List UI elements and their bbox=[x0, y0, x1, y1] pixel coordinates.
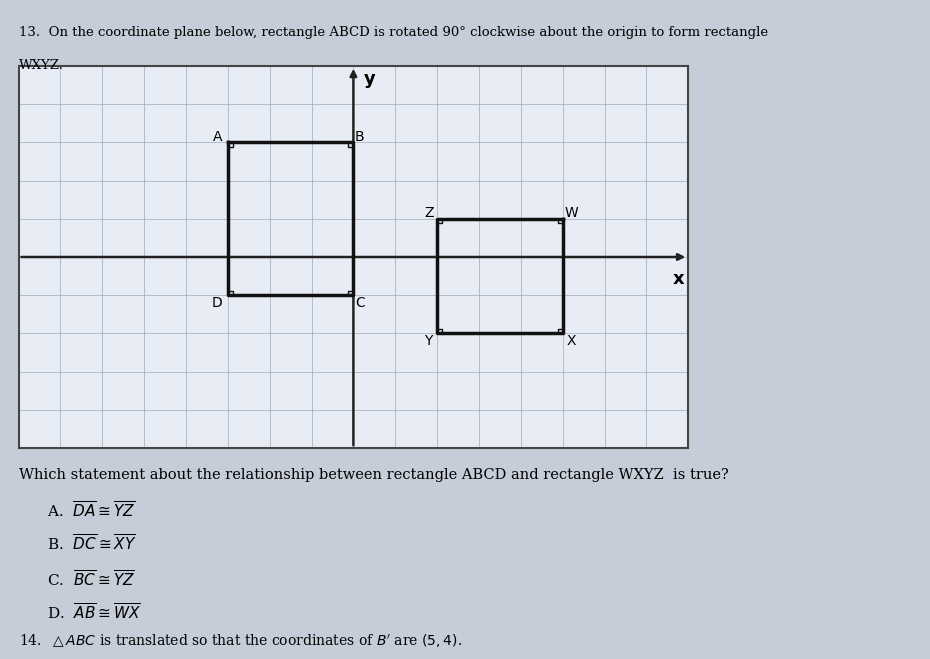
Text: Y: Y bbox=[424, 334, 433, 348]
Text: y: y bbox=[364, 70, 376, 88]
Text: C: C bbox=[355, 296, 365, 310]
Text: A.  $\overline{DA} \cong \overline{YZ}$: A. $\overline{DA} \cong \overline{YZ}$ bbox=[46, 501, 135, 521]
Text: B.  $\overline{DC} \cong \overline{XY}$: B. $\overline{DC} \cong \overline{XY}$ bbox=[46, 534, 136, 554]
Text: W: W bbox=[565, 206, 578, 220]
Text: Z: Z bbox=[424, 206, 433, 220]
Text: D: D bbox=[212, 296, 223, 310]
Text: B: B bbox=[355, 130, 365, 144]
Text: C.  $\overline{BC} \cong \overline{YZ}$: C. $\overline{BC} \cong \overline{YZ}$ bbox=[46, 570, 135, 590]
Text: 13.  On the coordinate plane below, rectangle ABCD is rotated 90° clockwise abou: 13. On the coordinate plane below, recta… bbox=[19, 26, 768, 40]
Text: WXYZ.: WXYZ. bbox=[19, 59, 63, 72]
Text: D.  $\overline{AB} \cong \overline{WX}$: D. $\overline{AB} \cong \overline{WX}$ bbox=[46, 603, 140, 623]
Text: x: x bbox=[672, 270, 684, 289]
Text: Which statement about the relationship between rectangle ABCD and rectangle WXYZ: Which statement about the relationship b… bbox=[19, 468, 728, 482]
Text: X: X bbox=[566, 334, 576, 348]
Text: A: A bbox=[213, 130, 222, 144]
Text: 14.  $\triangle ABC$ is translated so that the coordinates of $B'$ are $(5, 4)$.: 14. $\triangle ABC$ is translated so tha… bbox=[19, 633, 461, 650]
